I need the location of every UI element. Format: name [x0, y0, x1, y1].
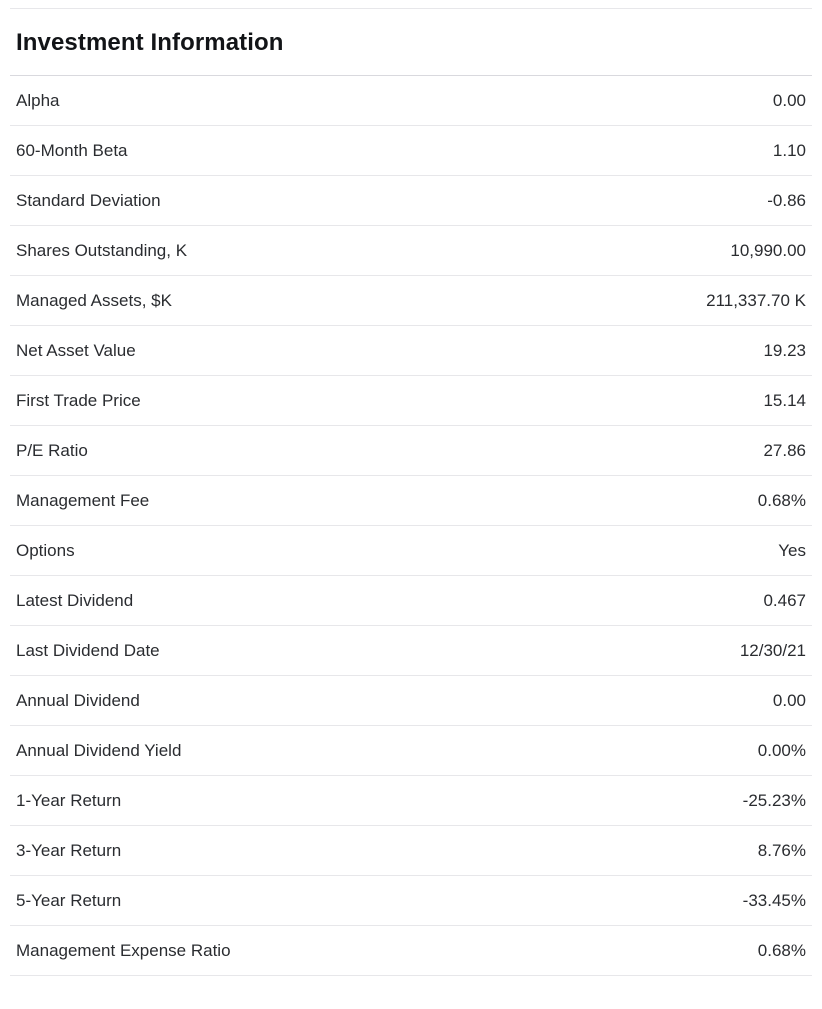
row-value: 0.467 [763, 591, 806, 610]
row-label: Management Fee [16, 491, 150, 510]
row-value: 12/30/21 [739, 641, 806, 660]
table-row: 1-Year Return -25.23% [10, 776, 812, 826]
table-row: 60-Month Beta 1.10 [10, 126, 812, 176]
row-label: Last Dividend Date [16, 641, 160, 660]
investment-information-section: Investment Information Alpha 0.00 60-Month… [10, 8, 812, 976]
table-row: Annual Dividend Yield 0.00% [10, 726, 812, 776]
row-value: 0.68% [757, 941, 806, 960]
row-label: 1-Year Return [16, 791, 122, 810]
row-value: -33.45% [742, 891, 806, 910]
row-label: 5-Year Return [16, 891, 122, 910]
row-value: -0.86 [767, 191, 806, 210]
row-label: Annual Dividend Yield [16, 741, 182, 760]
row-value: 0.68% [757, 491, 806, 510]
table-row: Management Expense Ratio 0.68% [10, 926, 812, 976]
row-label: Standard Deviation [16, 191, 161, 210]
row-value: 8.76% [757, 841, 806, 860]
row-label: Alpha [16, 91, 60, 110]
row-value: 0.00% [757, 741, 806, 760]
row-label: Options [16, 541, 75, 560]
table-row: First Trade Price 15.14 [10, 376, 812, 426]
table-row: Managed Assets, $K 211,337.70 K [10, 276, 812, 326]
row-value: 19.23 [763, 341, 806, 360]
table-row: Standard Deviation -0.86 [10, 176, 812, 226]
row-label: Net Asset Value [16, 341, 136, 360]
row-value: 0.00 [772, 691, 806, 710]
row-label: Latest Dividend [16, 591, 134, 610]
table-row: 5-Year Return -33.45% [10, 876, 812, 926]
table-row: Management Fee 0.68% [10, 476, 812, 526]
investment-table: Alpha 0.00 60-Month Beta 1.10 Standard Devia… [10, 76, 812, 976]
row-label: First Trade Price [16, 391, 141, 410]
table-row: Alpha 0.00 [10, 76, 812, 126]
row-value: 15.14 [763, 391, 806, 410]
row-value: 10,990.00 [730, 241, 806, 260]
row-label: Management Expense Ratio [16, 941, 231, 960]
row-label: Annual Dividend [16, 691, 140, 710]
table-row: Latest Dividend 0.467 [10, 576, 812, 626]
table-row: P/E Ratio 27.86 [10, 426, 812, 476]
row-label: 3-Year Return [16, 841, 122, 860]
table-row: Shares Outstanding, K 10,990.00 [10, 226, 812, 276]
top-divider [10, 8, 812, 9]
row-label: 60-Month Beta [16, 141, 128, 160]
row-label: Managed Assets, $K [16, 291, 172, 310]
row-value: -25.23% [742, 791, 806, 810]
table-row: Options Yes [10, 526, 812, 576]
row-value: Yes [778, 541, 806, 560]
row-value: 1.10 [772, 141, 806, 160]
row-value: 211,337.70 K [706, 291, 806, 310]
row-label: P/E Ratio [16, 441, 88, 460]
row-value: 27.86 [763, 441, 806, 460]
section-title: Investment Information [10, 9, 812, 76]
row-label: Shares Outstanding, K [16, 241, 188, 260]
row-value: 0.00 [772, 91, 806, 110]
table-row: Last Dividend Date 12/30/21 [10, 626, 812, 676]
table-row: Net Asset Value 19.23 [10, 326, 812, 376]
table-row: Annual Dividend 0.00 [10, 676, 812, 726]
table-row: 3-Year Return 8.76% [10, 826, 812, 876]
